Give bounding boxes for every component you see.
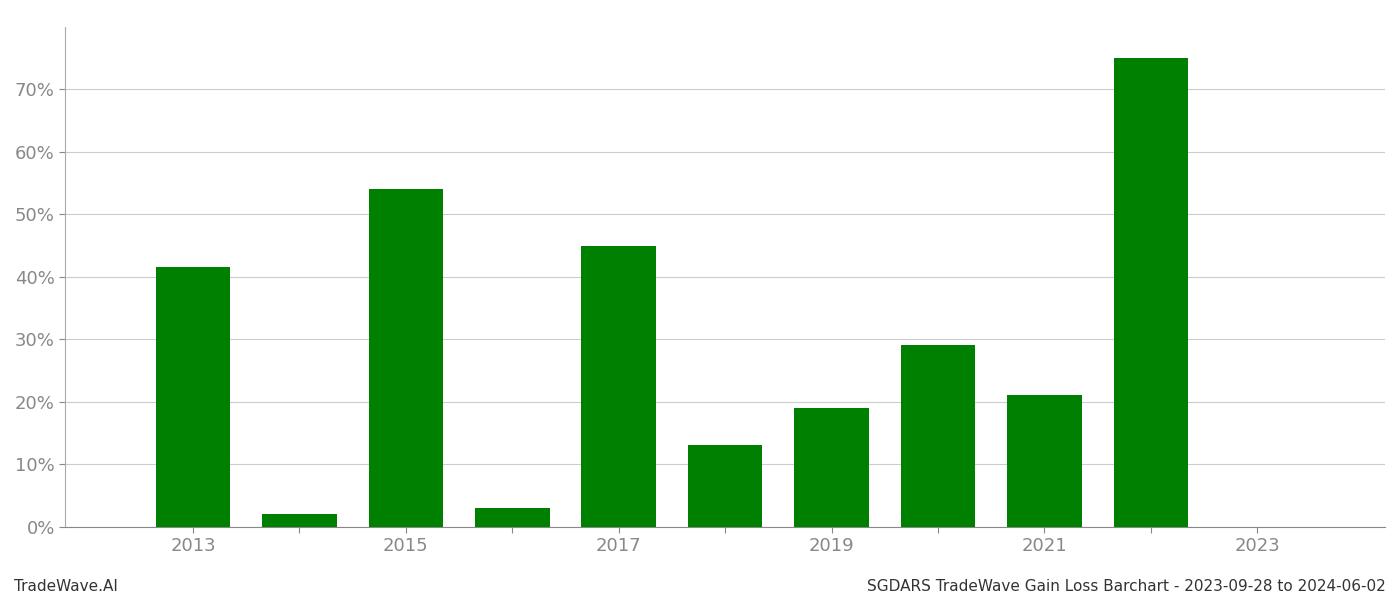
Bar (1113, 58, 1189, 527)
Bar (900, 346, 976, 527)
Text: TradeWave.AI: TradeWave.AI (14, 579, 118, 594)
Bar (475, 508, 550, 527)
Bar (262, 514, 336, 527)
Bar (581, 245, 657, 527)
Text: SGDARS TradeWave Gain Loss Barchart - 2023-09-28 to 2024-06-02: SGDARS TradeWave Gain Loss Barchart - 20… (867, 579, 1386, 594)
Bar (1007, 395, 1082, 527)
Bar (368, 190, 444, 527)
Bar (155, 268, 230, 527)
Bar (794, 408, 869, 527)
Bar (687, 445, 763, 527)
